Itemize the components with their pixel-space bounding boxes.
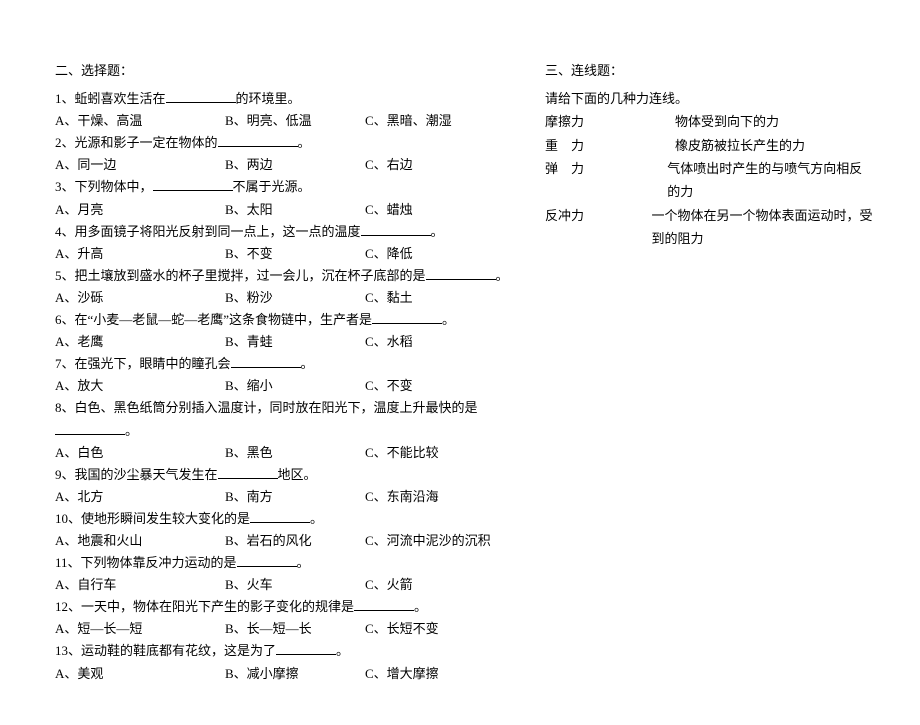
option: C、右边 [365, 154, 413, 176]
question-options: A、干燥、高温B、明亮、低温C、黑暗、潮湿 [55, 110, 495, 132]
option: C、增大摩擦 [365, 663, 439, 685]
question-stem: 9、我国的沙尘暴天气发生在地区。 [55, 464, 495, 486]
option: A、升高 [55, 243, 225, 265]
fill-blank [250, 509, 310, 523]
question-stem-cont: 。 [55, 420, 495, 442]
section-choice: 二、选择题： 1、蚯蚓喜欢生活在的环境里。A、干燥、高温B、明亮、低温C、黑暗、… [55, 60, 495, 685]
option: B、岩石的风化 [225, 530, 365, 552]
option: A、地震和火山 [55, 530, 225, 552]
option: B、缩小 [225, 375, 365, 397]
question-options: A、自行车B、火车C、火箭 [55, 574, 495, 596]
option: A、短—长—短 [55, 618, 225, 640]
fill-blank [276, 641, 336, 655]
fill-blank [426, 266, 496, 280]
option: B、粉沙 [225, 287, 365, 309]
question-options: A、美观B、减小摩擦C、增大摩擦 [55, 663, 495, 685]
option: C、长短不变 [365, 618, 439, 640]
option: A、沙砾 [55, 287, 225, 309]
question-stem: 4、用多面镜子将阳光反射到同一点上，这一点的温度。 [55, 221, 495, 243]
matching-left: 摩擦力 [545, 110, 675, 133]
option: C、降低 [365, 243, 413, 265]
question-options: A、放大B、缩小C、不变 [55, 375, 495, 397]
option: C、东南沿海 [365, 486, 439, 508]
option: B、两边 [225, 154, 365, 176]
question-options: A、短—长—短B、长—短—长C、长短不变 [55, 618, 495, 640]
matching-left: 重 力 [545, 134, 675, 157]
matching-right: 物体受到向下的力 [675, 110, 779, 133]
question-stem: 11、下列物体靠反冲力运动的是。 [55, 552, 495, 574]
matching-row: 弹 力气体喷出时产生的与喷气方向相反的力 [545, 157, 875, 204]
question-options: A、同一边B、两边C、右边 [55, 154, 495, 176]
matching-right: 一个物体在另一个物体表面运动时，受到的阻力 [651, 204, 875, 251]
question-stem: 7、在强光下，眼睛中的瞳孔会。 [55, 353, 495, 375]
option: C、火箭 [365, 574, 413, 596]
option: A、干燥、高温 [55, 110, 225, 132]
question-stem: 10、使地形瞬间发生较大变化的是。 [55, 508, 495, 530]
section-choice-title: 二、选择题： [55, 60, 495, 82]
option: B、长—短—长 [225, 618, 365, 640]
option: C、河流中泥沙的沉积 [365, 530, 491, 552]
section-matching-title: 三、连线题： [545, 60, 875, 82]
option: B、黑色 [225, 442, 365, 464]
option: C、黑暗、潮湿 [365, 110, 452, 132]
question-options: A、沙砾B、粉沙C、黏土 [55, 287, 495, 309]
option: C、不能比较 [365, 442, 439, 464]
question-stem: 8、白色、黑色纸筒分别插入温度计，同时放在阳光下，温度上升最快的是 [55, 397, 495, 419]
fill-blank [372, 310, 442, 324]
matching-right: 橡皮筋被拉长产生的力 [675, 134, 805, 157]
option: A、自行车 [55, 574, 225, 596]
matching-instruction: 请给下面的几种力连线。 [545, 88, 875, 110]
option: B、青蛙 [225, 331, 365, 353]
option: B、减小摩擦 [225, 663, 365, 685]
question-list: 1、蚯蚓喜欢生活在的环境里。A、干燥、高温B、明亮、低温C、黑暗、潮湿2、光源和… [55, 88, 495, 685]
matching-right: 气体喷出时产生的与喷气方向相反的力 [667, 157, 875, 204]
fill-blank [166, 89, 236, 103]
option: A、北方 [55, 486, 225, 508]
option: B、太阳 [225, 199, 365, 221]
question-stem: 6、在“小麦—老鼠—蛇—老鹰”这条食物链中，生产者是。 [55, 309, 495, 331]
option: A、老鹰 [55, 331, 225, 353]
fill-blank [354, 597, 414, 611]
section-matching: 三、连线题： 请给下面的几种力连线。 摩擦力物体受到向下的力重 力橡皮筋被拉长产… [545, 60, 875, 685]
matching-list: 摩擦力物体受到向下的力重 力橡皮筋被拉长产生的力弹 力气体喷出时产生的与喷气方向… [545, 110, 875, 250]
question-stem: 2、光源和影子一定在物体的。 [55, 132, 495, 154]
option: B、火车 [225, 574, 365, 596]
question-stem: 3、下列物体中，不属于光源。 [55, 176, 495, 198]
question-options: A、白色B、黑色C、不能比较 [55, 442, 495, 464]
option: B、不变 [225, 243, 365, 265]
matching-row: 反冲力一个物体在另一个物体表面运动时，受到的阻力 [545, 204, 875, 251]
question-options: A、升高B、不变C、降低 [55, 243, 495, 265]
fill-blank [153, 177, 233, 191]
question-stem: 12、一天中，物体在阳光下产生的影子变化的规律是。 [55, 596, 495, 618]
fill-blank [55, 421, 125, 435]
option: B、明亮、低温 [225, 110, 365, 132]
question-stem: 5、把土壤放到盛水的杯子里搅拌，过一会儿，沉在杯子底部的是。 [55, 265, 495, 287]
fill-blank [218, 133, 298, 147]
option: A、月亮 [55, 199, 225, 221]
matching-left: 弹 力 [545, 157, 667, 204]
option: A、同一边 [55, 154, 225, 176]
option: A、美观 [55, 663, 225, 685]
page: 二、选择题： 1、蚯蚓喜欢生活在的环境里。A、干燥、高温B、明亮、低温C、黑暗、… [0, 0, 920, 725]
option: C、蜡烛 [365, 199, 413, 221]
option: C、不变 [365, 375, 413, 397]
fill-blank [237, 553, 297, 567]
option: C、黏土 [365, 287, 413, 309]
matching-row: 摩擦力物体受到向下的力 [545, 110, 875, 133]
question-options: A、老鹰B、青蛙C、水稻 [55, 331, 495, 353]
fill-blank [231, 354, 301, 368]
option: A、放大 [55, 375, 225, 397]
option: B、南方 [225, 486, 365, 508]
option: C、水稻 [365, 331, 413, 353]
fill-blank [218, 465, 278, 479]
question-stem: 13、运动鞋的鞋底都有花纹，这是为了。 [55, 640, 495, 662]
question-options: A、月亮B、太阳C、蜡烛 [55, 199, 495, 221]
question-options: A、北方B、南方C、东南沿海 [55, 486, 495, 508]
matching-left: 反冲力 [545, 204, 651, 251]
option: A、白色 [55, 442, 225, 464]
matching-row: 重 力橡皮筋被拉长产生的力 [545, 134, 875, 157]
question-stem: 1、蚯蚓喜欢生活在的环境里。 [55, 88, 495, 110]
question-options: A、地震和火山B、岩石的风化C、河流中泥沙的沉积 [55, 530, 495, 552]
fill-blank [361, 222, 431, 236]
